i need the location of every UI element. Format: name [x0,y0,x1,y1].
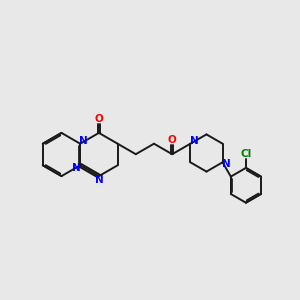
Text: O: O [168,135,177,145]
Text: N: N [222,159,231,169]
Text: Cl: Cl [240,149,251,159]
Text: N: N [190,136,199,146]
Text: N: N [95,175,104,185]
Text: O: O [94,114,103,124]
Text: N: N [72,163,81,173]
Text: N: N [80,136,88,146]
